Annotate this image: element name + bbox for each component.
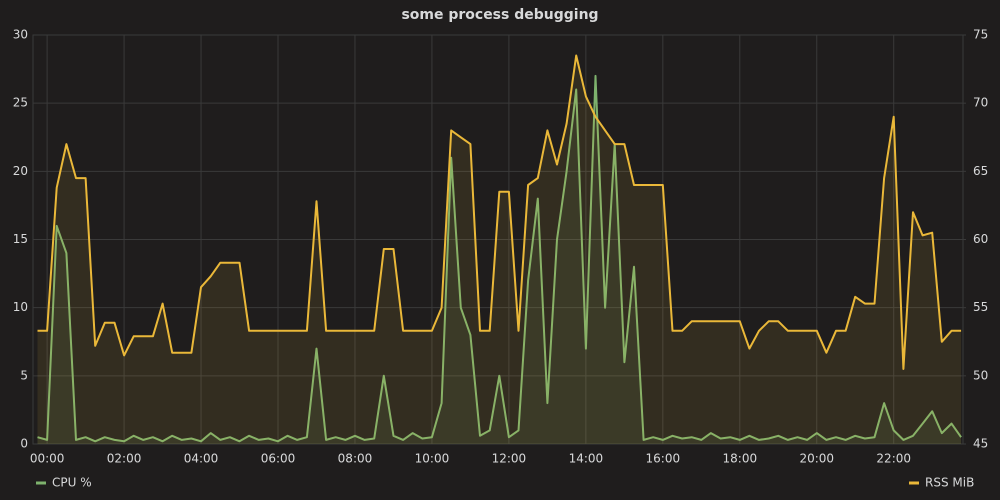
y-tick-label: 15 (13, 232, 28, 246)
legend-label: RSS MiB (925, 476, 974, 490)
x-tick-label: 02:00 (107, 452, 142, 466)
y2-tick-label: 70 (973, 96, 988, 110)
y2-tick-label: 45 (973, 437, 988, 451)
x-tick-label: 14:00 (569, 452, 604, 466)
y2-tick-label: 60 (973, 232, 988, 246)
x-tick-label: 08:00 (338, 452, 373, 466)
y-tick-label: 0 (20, 437, 28, 451)
x-tick-label: 12:00 (492, 452, 527, 466)
x-tick-label: 06:00 (261, 452, 296, 466)
series-line (37, 74, 962, 443)
y2-tick-label: 65 (973, 164, 988, 178)
y-tick-label: 25 (13, 96, 28, 110)
x-tick-label: 16:00 (646, 452, 681, 466)
y2-tick-label: 75 (973, 28, 988, 42)
chart-title: some process debugging (401, 7, 598, 23)
legend-label: CPU % (52, 476, 92, 490)
y-tick-label: 5 (20, 368, 28, 382)
y-tick-label: 10 (13, 300, 28, 314)
x-tick-label: 10:00 (415, 452, 450, 466)
x-tick-label: 22:00 (876, 452, 911, 466)
series-area (37, 55, 962, 444)
series-line (37, 54, 962, 370)
y2-tick-label: 55 (973, 300, 988, 314)
y-tick-label: 20 (13, 164, 28, 178)
y2-tick-label: 50 (973, 368, 988, 382)
x-tick-label: 00:00 (30, 452, 65, 466)
y-tick-label: 30 (13, 28, 28, 42)
x-tick-label: 18:00 (723, 452, 758, 466)
x-tick-label: 20:00 (799, 452, 834, 466)
x-tick-label: 04:00 (184, 452, 219, 466)
